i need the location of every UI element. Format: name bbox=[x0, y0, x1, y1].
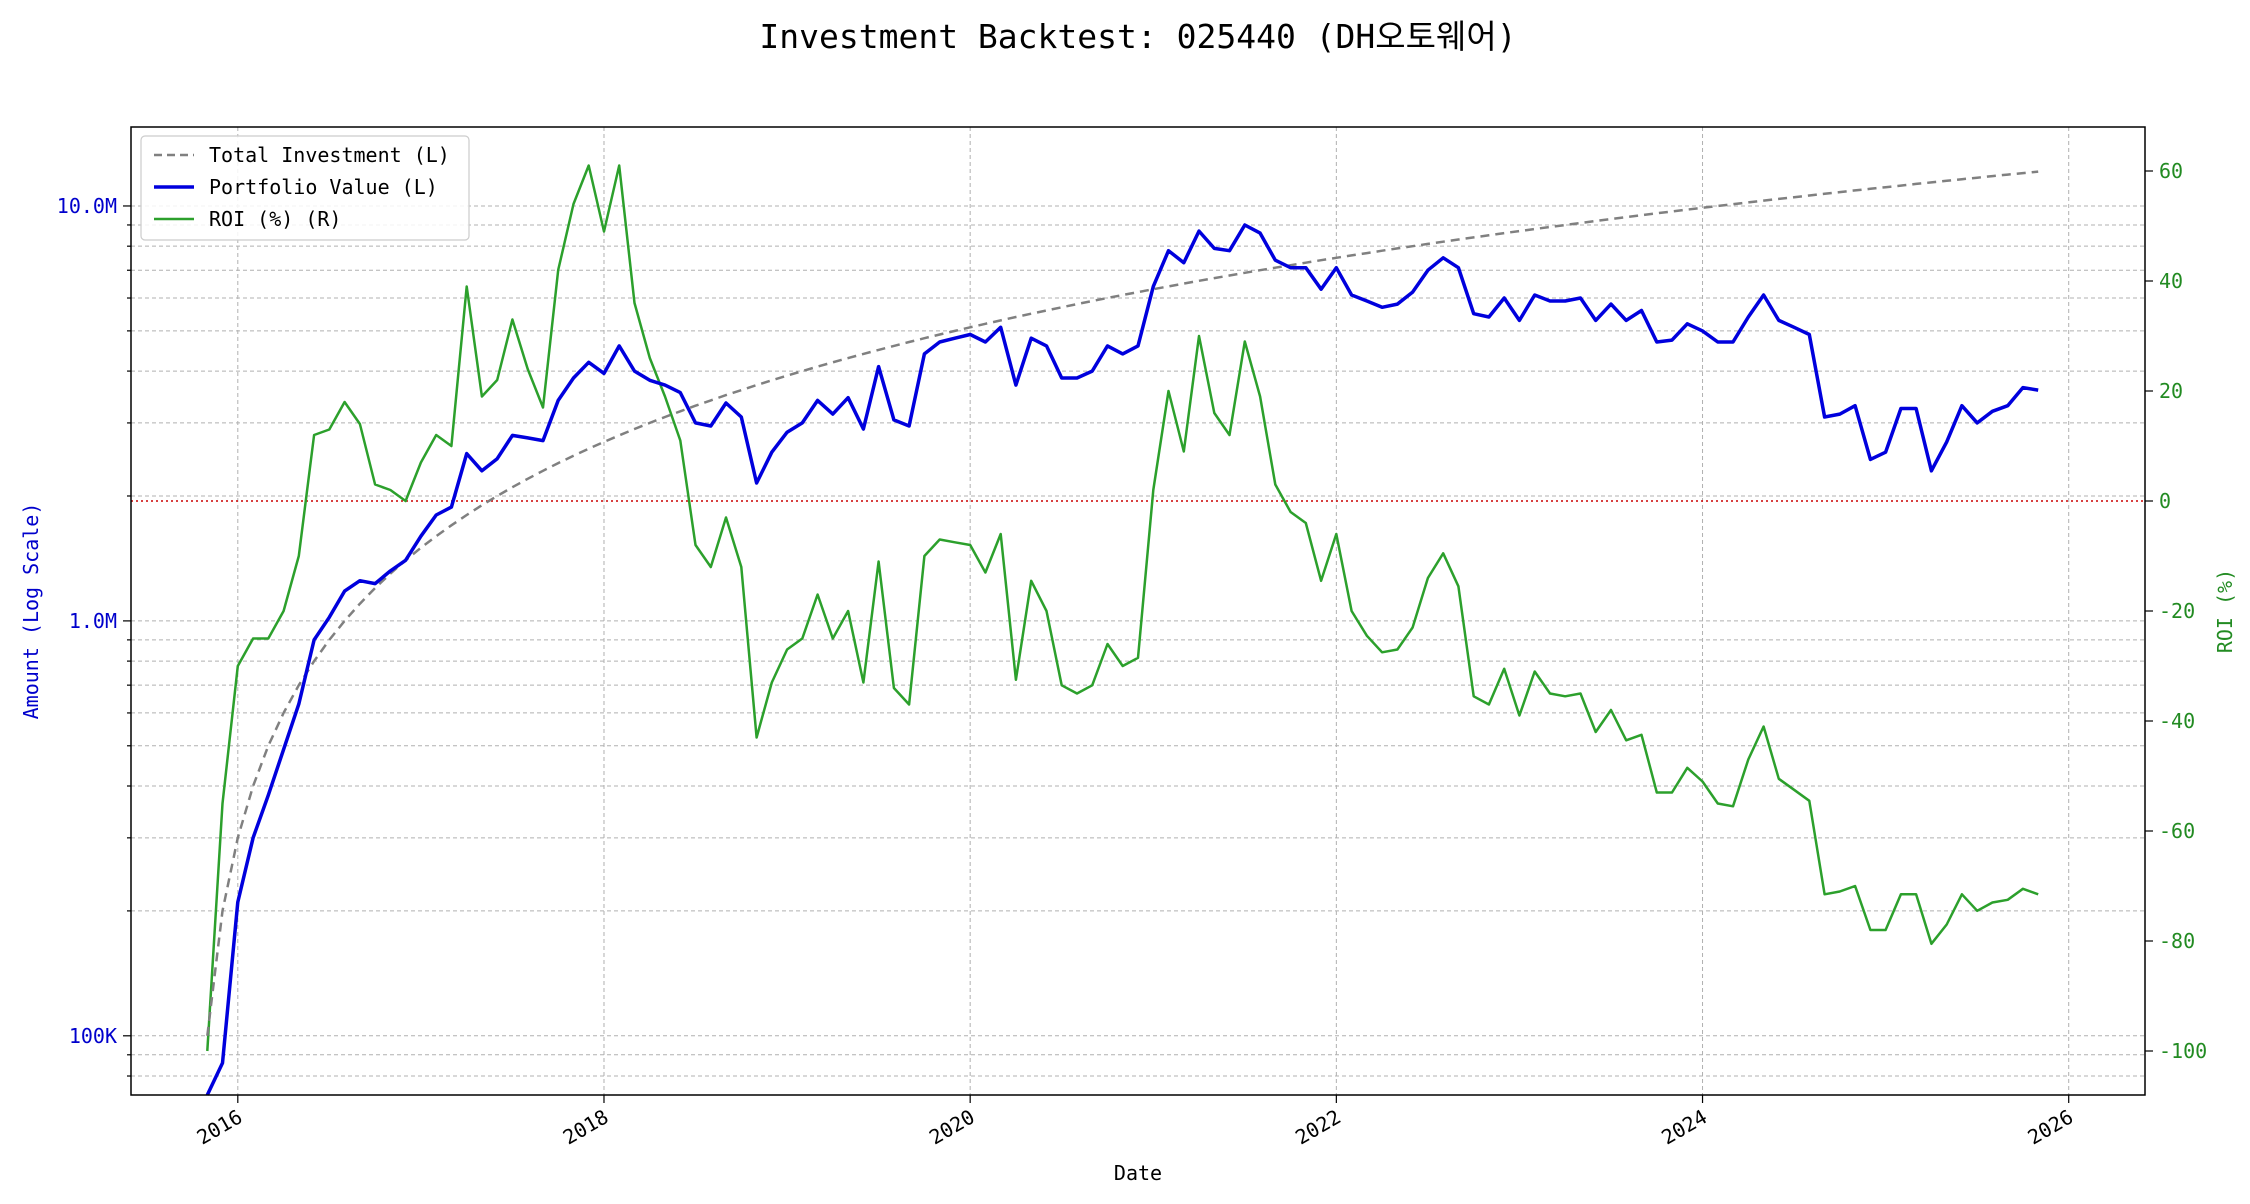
x-tick-label: 2024 bbox=[1657, 1105, 1711, 1150]
left-tick-label: 1.0M bbox=[69, 609, 117, 633]
grid-layer bbox=[131, 127, 2145, 1095]
plot-frame bbox=[130, 126, 2146, 1096]
right-tick-label: -20 bbox=[2159, 599, 2195, 623]
x-tick-label: 2026 bbox=[2023, 1105, 2077, 1150]
legend-label-portfolio-value: Portfolio Value (L) bbox=[209, 175, 438, 199]
x-tick-label: 2018 bbox=[559, 1105, 613, 1150]
right-axis-ticks: 60 40 20 0 -20 -40 -60 -80 -100 bbox=[2145, 159, 2207, 1063]
right-tick-label: 60 bbox=[2159, 159, 2183, 183]
x-tick-label: 2022 bbox=[1291, 1105, 1345, 1150]
right-tick-label: -100 bbox=[2159, 1039, 2207, 1063]
x-tick-label: 2016 bbox=[193, 1105, 247, 1150]
x-tick-label: 2020 bbox=[925, 1105, 979, 1150]
roi-line bbox=[206, 164, 2039, 1052]
left-axis-ticks: 100K 1.0M 10.0M bbox=[57, 194, 131, 1077]
right-tick-label: -40 bbox=[2159, 709, 2195, 733]
chart-title: Investment Backtest: 025440 (DH오토웨어) bbox=[759, 17, 1516, 56]
left-tick-label: 100K bbox=[69, 1024, 117, 1048]
right-tick-label: -60 bbox=[2159, 819, 2195, 843]
x-axis-ticks: 2016 2018 2020 2022 2024 2026 bbox=[193, 1095, 2077, 1150]
right-axis-label: ROI (%) bbox=[2213, 569, 2237, 653]
right-tick-label: 0 bbox=[2159, 489, 2171, 513]
right-tick-label: 20 bbox=[2159, 379, 2183, 403]
total-investment-line bbox=[206, 170, 2039, 1036]
left-axis-label: Amount (Log Scale) bbox=[19, 503, 43, 720]
x-axis-label: Date bbox=[1114, 1161, 1162, 1185]
portfolio-value-line bbox=[205, 223, 2039, 1096]
legend: Total Investment (L) Portfolio Value (L)… bbox=[140, 135, 470, 241]
legend-label-total-investment: Total Investment (L) bbox=[209, 143, 450, 167]
legend-label-roi: ROI (%) (R) bbox=[209, 207, 341, 231]
right-tick-label: -80 bbox=[2159, 929, 2195, 953]
series-layer bbox=[205, 164, 2039, 1096]
left-tick-label: 10.0M bbox=[57, 194, 117, 218]
right-tick-label: 40 bbox=[2159, 269, 2183, 293]
legend-box bbox=[140, 135, 470, 241]
